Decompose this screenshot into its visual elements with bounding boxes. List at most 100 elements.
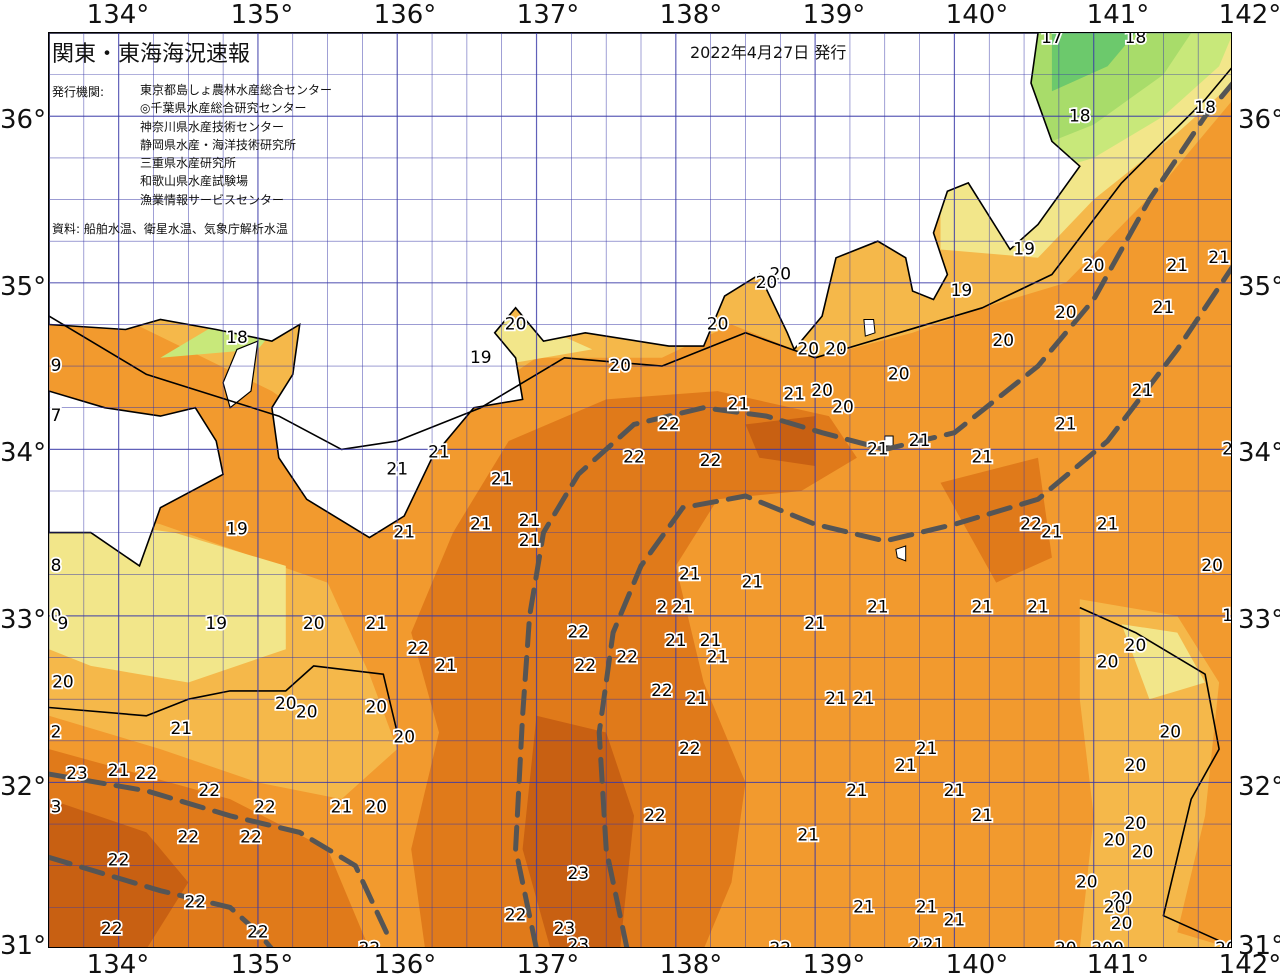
temp-zone-19 [49, 516, 286, 683]
temperature-label: 20 [1215, 939, 1232, 948]
temperature-label: 7 [51, 406, 62, 426]
data-sources: 資料: 船舶水温、衛星水温、気象庁解析水温 [52, 222, 288, 236]
temperature-label: 20 [797, 339, 819, 359]
temperature-label: 20 [1097, 653, 1119, 673]
temperature-label: 21 [672, 598, 694, 618]
longitude-label-bottom: 138° [659, 950, 723, 980]
temperature-label: 18 [1194, 98, 1216, 118]
longitude-label-top: 136° [373, 0, 437, 30]
temperature-label: 20 [1159, 723, 1181, 743]
issuer-item: 漁業情報サービスセンター [140, 192, 285, 207]
latitude-label-left: 35° [0, 272, 47, 302]
temperature-label: 20 [1083, 256, 1105, 276]
temperature-label: 21 [853, 689, 875, 709]
temperature-label: 21 [853, 897, 875, 917]
latitude-label-right: 35° [1238, 272, 1280, 302]
longitude-label-bottom: 136° [373, 950, 437, 980]
latitude-label-right: 31° [1238, 931, 1280, 961]
temperature-label: 21 [519, 531, 541, 551]
longitude-label-top: 137° [516, 0, 580, 30]
temperature-label: 21 [386, 459, 408, 479]
temperature-label: 19 [1013, 240, 1035, 260]
temperature-label: 20 [1055, 303, 1077, 323]
temperature-label: 21 [971, 806, 993, 826]
longitude-label-top: 140° [945, 0, 1009, 30]
latitude-label-left: 31° [0, 931, 47, 961]
latitude-label-left: 34° [0, 438, 47, 468]
temperature-label: 20 [365, 797, 387, 817]
latitude-label-right: 32° [1238, 772, 1280, 802]
land-honshu [49, 33, 1081, 539]
latitude-label-right: 36° [1238, 105, 1280, 135]
temperature-label: 21 [393, 523, 415, 543]
temperature-label: 21 [971, 598, 993, 618]
temperature-label: 20 [1125, 756, 1147, 776]
temperature-label: 20 [1201, 556, 1223, 576]
temperature-label: 21 [804, 614, 826, 634]
temperature-label: 19 [951, 281, 973, 301]
longitude-label-top: 142° [1218, 0, 1280, 30]
temperature-label: 21 [428, 443, 450, 463]
temperature-label: 21 [742, 573, 764, 593]
kuroshio-axis-line [513, 81, 1231, 947]
longitude-label-top: 138° [659, 0, 723, 30]
longitude-label-top: 141° [1086, 0, 1150, 30]
sea-temperature-map: 1718181819202121192021202121202122212120… [48, 32, 1232, 948]
temperature-label: 22 [574, 656, 596, 676]
temperature-label: 20 [1111, 914, 1133, 934]
temperature-label: 20 [393, 728, 415, 748]
longitude-label-top: 135° [230, 0, 294, 30]
issuer-item: 和歌山県水産試験場 [140, 174, 249, 189]
temperature-label: 21 [331, 797, 353, 817]
temperature-label: 22 [1020, 514, 1042, 534]
kuroshio-axis-line [596, 264, 1231, 947]
temperature-label: 19 [226, 519, 248, 539]
land-island [895, 545, 907, 562]
temperature-label: 21 [867, 439, 889, 459]
map-title: 関東・東海海況速報 [52, 42, 251, 67]
temperature-label: 21 [108, 761, 130, 781]
latitude-label-left: 33° [0, 605, 47, 635]
temperature-label: 9 [57, 614, 68, 634]
kuroshio-axis-line [49, 771, 393, 944]
temperature-label: 20 [769, 265, 791, 285]
temperature-label: 22 [101, 919, 123, 939]
temperature-label: 22 [644, 806, 666, 826]
temperature-label: 21 [895, 756, 917, 776]
issuer-list: 東京都島しょ農林水産総合センター ◎千葉県水産総合研究センター 神奈川県水産技術… [140, 81, 332, 209]
longitude-label-bottom: 134° [86, 950, 150, 980]
temperature-label: 200 [1091, 939, 1123, 948]
temperature-label: 21 [797, 826, 819, 846]
temperature-label: 21 [1041, 523, 1063, 543]
temperature-label: 20 [52, 673, 74, 693]
temperature-label: 21 [470, 514, 492, 534]
temperature-label: 20 [275, 694, 297, 714]
temperature-label: 17 [1041, 33, 1063, 48]
latitude-label-right: 33° [1238, 605, 1280, 635]
temperature-label: 21 [783, 384, 805, 404]
temperature-label: 2 [656, 598, 667, 618]
temperature-label: 22 [198, 781, 220, 801]
map-canvas: 1718181819202121192021202121202122212120… [49, 33, 1232, 948]
temperature-label: 21 [1055, 414, 1077, 434]
temperature-label: 21 [435, 656, 457, 676]
temperature-label: 3 [51, 797, 62, 817]
temperature-label: 9 [51, 356, 62, 376]
temperature-label: 22 [136, 764, 158, 784]
temperature-label: 20 [505, 315, 527, 335]
longitude-label-bottom: 139° [802, 950, 866, 980]
temperature-label: 20 [1125, 814, 1147, 834]
land-awaji [222, 340, 259, 409]
temperature-label: 21 [825, 689, 847, 709]
temperature-label: 21 [1153, 298, 1175, 318]
temperature-label: 22 [240, 827, 262, 847]
land-island [863, 319, 876, 337]
longitude-label-bottom: 140° [945, 950, 1009, 980]
temperature-label: 21 [916, 897, 938, 917]
temperature-label: 21 [846, 781, 868, 801]
temperature-label: 22 [769, 939, 791, 948]
temperature-label: 21 [365, 614, 387, 634]
temperature-label: 21 [491, 469, 513, 489]
temperature-label: 21 [700, 631, 722, 651]
temperature-label: 20 [1076, 872, 1098, 892]
